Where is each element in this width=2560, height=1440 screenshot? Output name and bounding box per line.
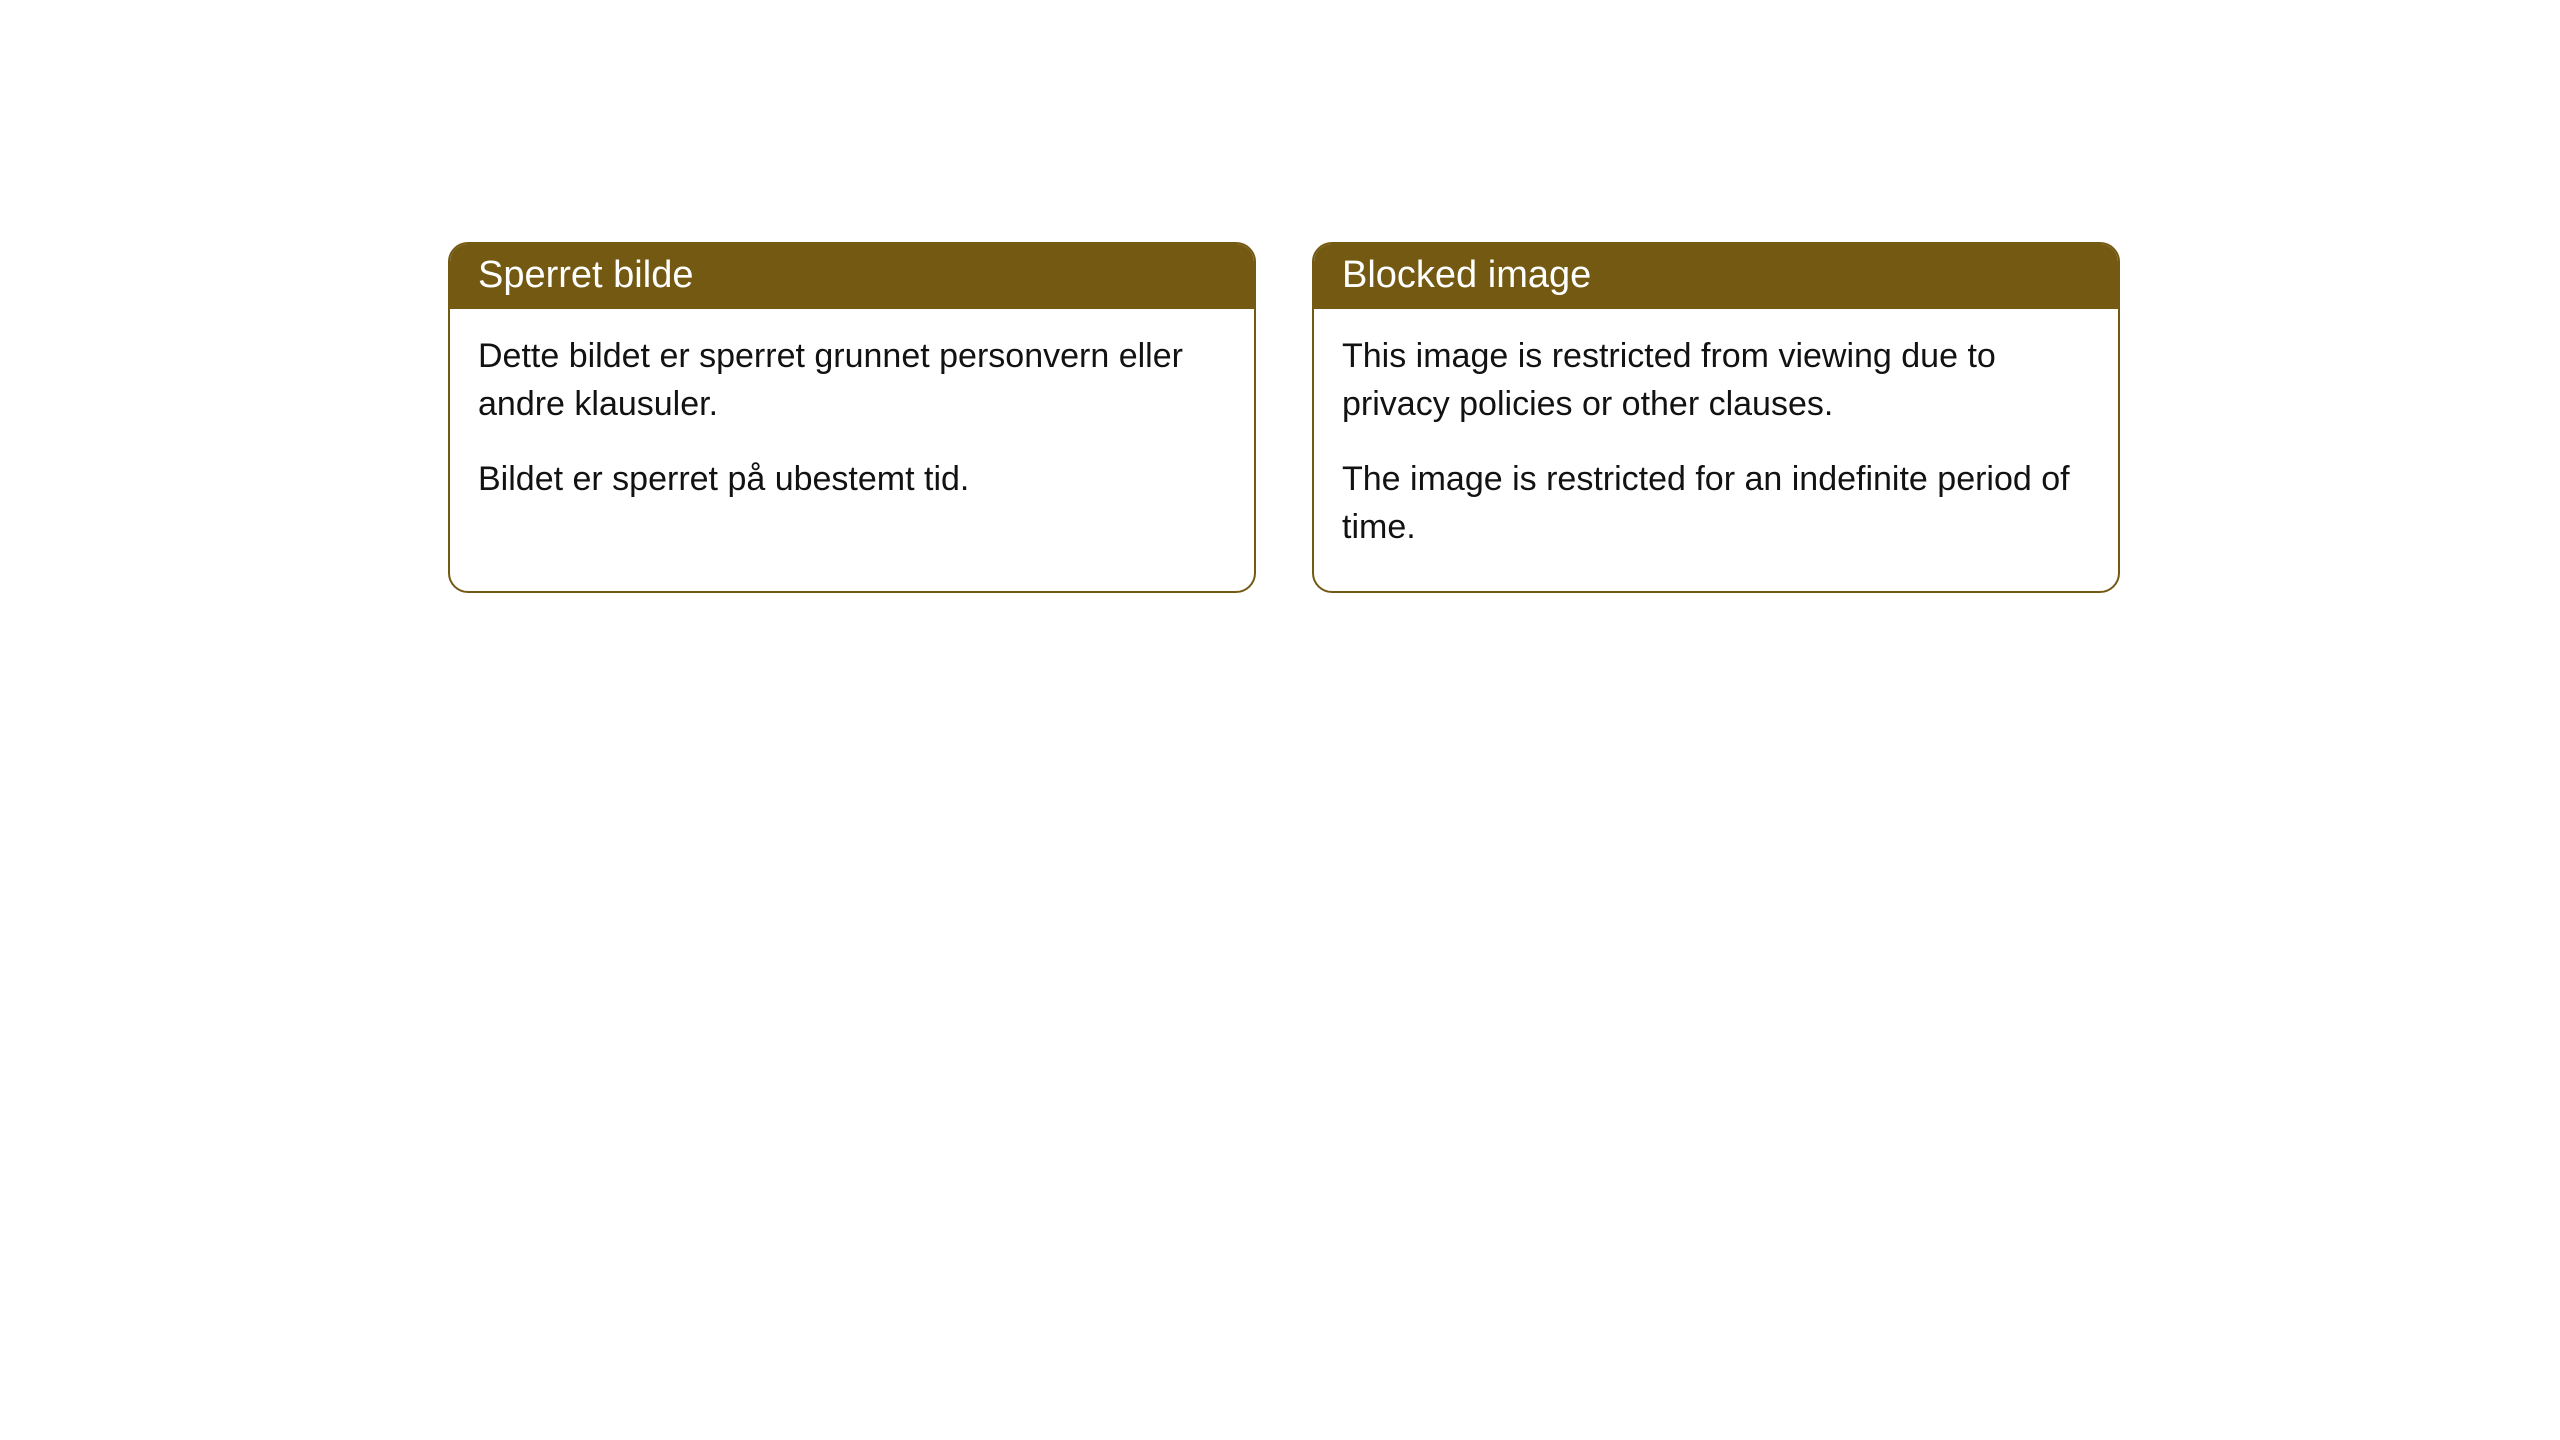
notice-container: Sperret bilde Dette bildet er sperret gr…: [0, 0, 2560, 593]
notice-paragraph: The image is restricted for an indefinit…: [1342, 456, 2090, 551]
notice-paragraph: Bildet er sperret på ubestemt tid.: [478, 456, 1226, 504]
notice-paragraph: Dette bildet er sperret grunnet personve…: [478, 333, 1226, 428]
card-header: Blocked image: [1314, 244, 2118, 309]
card-body: This image is restricted from viewing du…: [1314, 309, 2118, 591]
card-header: Sperret bilde: [450, 244, 1254, 309]
card-body: Dette bildet er sperret grunnet personve…: [450, 309, 1254, 544]
notice-paragraph: This image is restricted from viewing du…: [1342, 333, 2090, 428]
notice-card-english: Blocked image This image is restricted f…: [1312, 242, 2120, 593]
notice-card-norwegian: Sperret bilde Dette bildet er sperret gr…: [448, 242, 1256, 593]
